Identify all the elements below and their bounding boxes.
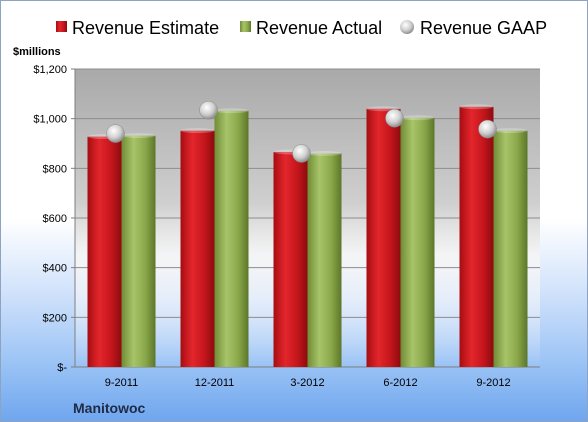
x-tick-label: 9-2011 xyxy=(105,377,138,389)
y-unit-label: $millions xyxy=(13,46,61,58)
bar-revenue-actual xyxy=(121,135,156,367)
x-tick-label: 3-2012 xyxy=(290,377,324,389)
marker-revenue-gaap xyxy=(106,124,125,143)
y-axis: $- $200 $400 $600 $800 $1,000 $1,200 xyxy=(33,64,76,374)
y-tick-label: $200 xyxy=(43,312,67,324)
y-tick-label: $1,000 xyxy=(33,114,67,126)
bar-revenue-estimate xyxy=(366,108,401,367)
bars xyxy=(87,104,528,367)
bar-revenue-actual xyxy=(307,153,342,367)
bar-revenue-estimate xyxy=(273,151,308,367)
y-tick-label: $1,200 xyxy=(33,64,67,76)
x-tick-label: 9-2012 xyxy=(476,377,510,389)
legend-label-estimate: Revenue Estimate xyxy=(72,18,219,38)
bar-revenue-actual-top xyxy=(493,128,528,134)
legend-swatch-actual xyxy=(240,21,251,32)
bar-revenue-estimate-top xyxy=(180,128,215,134)
x-axis: 9-2011 12-2011 3-2012 6-2012 9-2012 xyxy=(105,377,511,389)
bar-revenue-estimate-top xyxy=(459,104,494,110)
y-tick-label: $400 xyxy=(43,263,67,275)
x-tick-label: 12-2011 xyxy=(195,377,235,389)
bar-revenue-estimate xyxy=(87,136,122,367)
bar-revenue-estimate xyxy=(459,106,494,367)
marker-revenue-gaap xyxy=(385,108,404,128)
company-name: Manitowoc xyxy=(73,400,146,416)
legend-swatch-estimate xyxy=(56,21,67,32)
y-tick-label: $600 xyxy=(43,213,67,225)
bar-revenue-estimate xyxy=(180,130,215,367)
y-tick-label: $800 xyxy=(43,163,67,175)
marker-revenue-gaap xyxy=(478,119,497,139)
x-tick-label: 6-2012 xyxy=(383,377,417,389)
bar-revenue-actual-top xyxy=(307,150,342,156)
legend-label-gaap: Revenue GAAP xyxy=(420,18,547,38)
gaap-markers xyxy=(106,100,497,163)
bar-revenue-actual-top xyxy=(214,108,249,114)
marker-revenue-gaap xyxy=(292,144,311,163)
bar-revenue-actual-top xyxy=(400,115,435,121)
bar-revenue-actual xyxy=(493,130,528,367)
bar-revenue-actual xyxy=(214,110,249,367)
legend: Revenue Estimate Revenue Actual Revenue … xyxy=(56,18,547,38)
legend-label-actual: Revenue Actual xyxy=(256,18,382,38)
bar-revenue-actual xyxy=(400,117,435,367)
legend-swatch-gaap xyxy=(400,20,414,34)
bar-revenue-actual-top xyxy=(121,133,156,139)
y-tick-label: $- xyxy=(57,362,67,374)
marker-revenue-gaap xyxy=(199,100,218,120)
